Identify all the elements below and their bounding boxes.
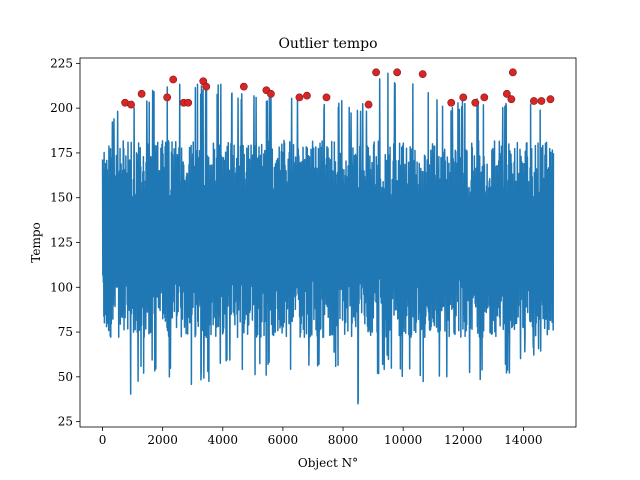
y-tick-label: 200 [50,101,73,115]
outlier-point [184,98,193,107]
outlier-point [372,68,380,77]
x-tick-label: 6000 [268,433,299,447]
outlier-point [137,89,146,98]
outlier-point [295,93,304,102]
outlier-point [502,89,511,98]
outlier-point [303,91,311,100]
outlier-point [530,97,538,105]
y-axis-ticks: 25 50 75 100 125 150 175 200 225 [50,56,80,429]
outlier-point [127,100,136,109]
outlier-point [266,89,275,98]
x-tick-label: 4000 [208,433,239,447]
x-tick-label: 10000 [384,433,422,447]
y-tick-label: 225 [50,56,73,70]
series-line [101,72,555,405]
x-tick-label: 14000 [504,433,542,447]
outlier-point [322,93,331,102]
outlier-point [508,68,517,77]
y-tick-label: 175 [50,146,73,160]
x-tick-label: 2000 [147,433,178,447]
outlier-point [447,98,456,107]
y-tick-label: 50 [58,370,73,384]
y-tick-label: 125 [50,236,73,250]
outlier-point [480,93,489,102]
outlier-point [546,95,555,104]
y-tick-label: 100 [50,280,73,294]
outlier-point [537,97,546,105]
outlier-points [121,68,555,109]
y-tick-label: 25 [58,415,73,429]
x-tick-label: 12000 [444,433,482,447]
outlier-point [202,82,211,91]
outlier-point [459,93,468,102]
chart-title: Outlier tempo [278,36,377,52]
x-tick-label: 0 [99,433,107,447]
x-axis-ticks: 0 2000 4000 6000 8000 10000 12000 14000 [99,427,542,447]
x-axis-label: Object N° [298,456,358,470]
outlier-point [471,98,480,107]
outlier-point [364,100,373,109]
outlier-point [418,70,427,79]
y-tick-label: 150 [50,191,73,205]
outlier-point [507,95,516,104]
outlier-point [169,75,178,84]
outlier-point [163,93,172,102]
x-tick-label: 8000 [328,433,359,447]
y-axis-label: Tempo [29,222,43,262]
y-tick-label: 75 [58,325,73,339]
outlier-point [239,82,248,91]
outlier-point [393,68,402,77]
tempo-series-line [101,72,555,405]
